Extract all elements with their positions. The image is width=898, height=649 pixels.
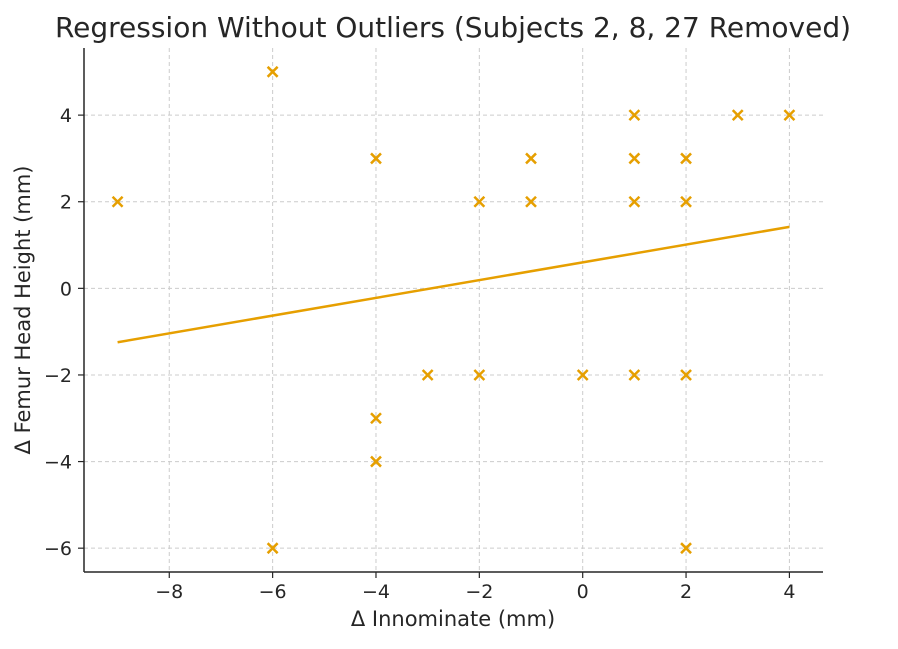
data-point [473,195,486,208]
data-point [680,195,692,208]
data-point [266,542,279,555]
x-tick-label: −8 [155,581,183,603]
data-point [731,109,744,122]
regression-line [117,225,790,344]
tick-labels: −8 −6 −4 −2 0 2 4 −6 −4 −2 0 2 4 [44,105,795,603]
x-tick-label: −4 [362,581,390,603]
data-point [370,455,382,468]
chart-title: Regression Without Outliers (Subjects 2,… [55,11,851,44]
data-point [576,369,589,381]
point-marker-stroke [783,109,796,122]
y-tick-label: −6 [44,538,72,560]
x-tick-label: −6 [259,581,287,603]
x-tick-label: 4 [783,581,795,603]
data-point [628,109,641,122]
y-axis-label: Δ Femur Head Height (mm) [11,166,35,455]
regression-line-group [117,225,790,344]
data-point [370,152,382,165]
data-point [266,65,279,78]
y-tick-label: −2 [44,365,72,387]
point-marker-stroke [628,152,641,165]
data-points [111,65,796,555]
data-point [628,195,641,208]
point-marker-stroke [628,109,641,122]
point-marker-stroke [731,109,744,122]
point-marker-stroke [111,195,124,208]
point-marker-stroke [266,542,279,555]
point-marker-stroke [680,152,692,165]
y-tick-label: −4 [44,452,72,474]
x-tick-label: 2 [680,581,692,603]
data-point [473,369,486,381]
point-marker-stroke [680,195,692,208]
data-point [628,152,641,165]
point-marker-stroke [421,369,434,381]
point-marker-stroke [576,369,589,381]
data-point [628,369,641,381]
data-point [525,152,537,165]
point-marker-stroke [473,369,486,381]
data-point [525,195,537,208]
point-marker-stroke [370,152,382,165]
axes [78,48,823,578]
point-marker-stroke [370,455,382,468]
y-tick-label: 4 [60,105,72,127]
point-marker-stroke [680,369,692,381]
x-axis-label: Δ Innominate (mm) [351,607,555,631]
point-marker-stroke [628,369,641,381]
data-point [680,152,692,165]
y-tick-label: 0 [60,278,72,300]
point-marker-stroke [266,65,279,78]
data-point [421,369,434,381]
point-marker-stroke [473,195,486,208]
y-tick-label: 2 [60,192,72,214]
point-marker-stroke [370,412,382,425]
data-point [783,109,796,122]
data-point [680,369,692,381]
x-tick-label: −2 [465,581,493,603]
data-point [111,195,124,208]
point-marker-stroke [628,195,641,208]
data-point [370,412,382,425]
point-marker-stroke [525,152,537,165]
x-tick-label: 0 [577,581,589,603]
data-point [680,542,692,555]
point-marker-stroke [680,542,692,555]
grid [84,48,823,572]
point-marker-stroke [525,195,537,208]
